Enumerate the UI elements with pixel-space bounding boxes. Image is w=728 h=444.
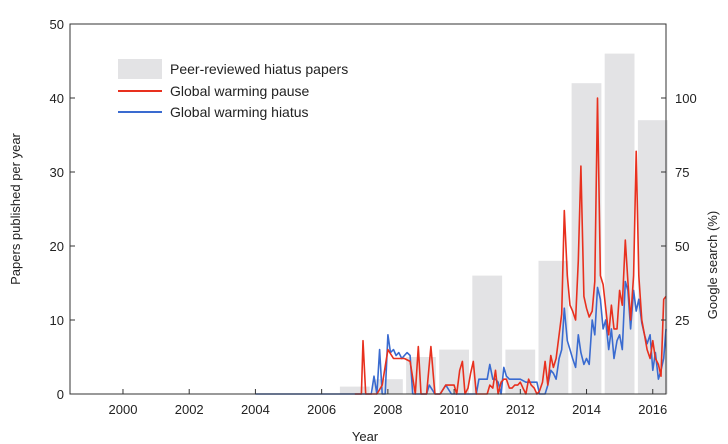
legend-label-pause: Global warming pause (170, 83, 310, 99)
x-tick-label-2000: 2000 (109, 402, 138, 417)
x-tick-label-2004: 2004 (241, 402, 270, 417)
x-tick-label-2012: 2012 (506, 402, 535, 417)
bar-2016 (637, 120, 668, 394)
x-tick-label-2016: 2016 (638, 402, 667, 417)
y2-tick-label-100: 100 (675, 91, 697, 106)
x-tick-label-2002: 2002 (175, 402, 204, 417)
x-axis-title: Year (352, 429, 379, 444)
y-tick-label-20: 20 (50, 239, 64, 254)
plot-frame (69, 23, 667, 395)
bar-2011 (472, 275, 503, 394)
ticks-layer: 2000 2002 2004 2006 2008 2010 2012 2014 2016 0 10 2… (50, 17, 697, 417)
y2-axis-title: Google search (%) (705, 211, 720, 319)
legend-label-bars: Peer-reviewed hiatus papers (170, 61, 348, 77)
x-tick-label-2014: 2014 (572, 402, 601, 417)
legend-label-hiatus: Global warming hiatus (170, 104, 309, 120)
y-tick-label-10: 10 (50, 313, 64, 328)
legend-swatch-bars (118, 59, 162, 79)
y2-tick-label-25: 25 (675, 313, 689, 328)
x-tick-label-2008: 2008 (373, 402, 402, 417)
bar-2007 (339, 386, 370, 394)
x-tick-label-2010: 2010 (440, 402, 469, 417)
legend: Peer-reviewed hiatus papers Global warmi… (118, 59, 348, 120)
y2-tick-label-50: 50 (675, 239, 689, 254)
x-tick-label-2006: 2006 (307, 402, 336, 417)
y-tick-label-50: 50 (50, 17, 64, 32)
y-tick-label-30: 30 (50, 165, 64, 180)
series-line-pause (354, 97, 667, 395)
bar-2012 (505, 349, 536, 394)
bar-2008 (373, 379, 403, 394)
y-tick-label-0: 0 (57, 387, 64, 402)
y-axis-title: Papers published per year (8, 132, 23, 284)
y2-tick-label-75: 75 (675, 165, 689, 180)
y-tick-label-40: 40 (50, 91, 64, 106)
